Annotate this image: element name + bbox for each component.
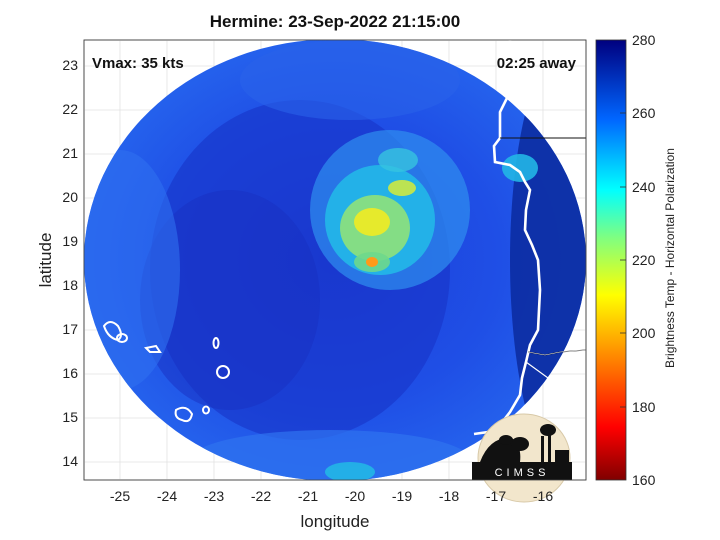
y-tick-label: 19 <box>62 233 78 249</box>
colorbar-tick-label: 180 <box>632 399 656 415</box>
x-tick-label: -25 <box>109 488 131 504</box>
colorbar-tick-label: 220 <box>632 252 656 268</box>
colorbar-label: Brightness Temp - Horizontal Polarizatio… <box>663 148 677 368</box>
x-axis-label: longitude <box>300 512 370 531</box>
y-tick-label: 18 <box>62 277 78 293</box>
y-tick-label: 23 <box>62 57 78 73</box>
x-tick-label: -20 <box>344 488 366 504</box>
logo-text: CIMSS <box>495 467 550 479</box>
y-tick-label: 22 <box>62 101 78 117</box>
coastline <box>473 40 542 436</box>
x-tick-label: -21 <box>297 488 319 504</box>
colorbar-tick-label: 160 <box>632 472 656 488</box>
x-tick-label: -23 <box>203 488 225 504</box>
map-title: Hermine: 23-Sep-2022 21:15:00 <box>209 12 461 31</box>
y-tick-label: 17 <box>62 321 78 337</box>
x-tick-label: -17 <box>485 488 507 504</box>
colorbar-tick-label: 280 <box>632 32 656 48</box>
away-label: 02:25 away <box>497 55 577 72</box>
y-axis-label: latitude <box>36 232 55 288</box>
y-tick-label: 21 <box>62 145 78 161</box>
colorbar-tick-label: 260 <box>632 105 656 121</box>
x-tick-label: -24 <box>156 488 178 504</box>
y-tick-label: 15 <box>62 409 78 425</box>
brightness-field <box>84 40 586 480</box>
x-tick-label: -16 <box>532 488 554 504</box>
y-tick-label: 16 <box>62 365 78 381</box>
x-tick-label: -19 <box>391 488 413 504</box>
colorbar-tick-label: 200 <box>632 325 656 341</box>
colorbar-tick-label: 240 <box>632 179 656 195</box>
y-tick-label: 14 <box>62 453 78 469</box>
x-tick-label: -18 <box>438 488 460 504</box>
vmax-label: Vmax: 35 kts <box>92 55 184 72</box>
cape-verde-islands <box>102 321 230 429</box>
x-tick-label: -22 <box>250 488 272 504</box>
y-tick-label: 20 <box>62 189 78 205</box>
